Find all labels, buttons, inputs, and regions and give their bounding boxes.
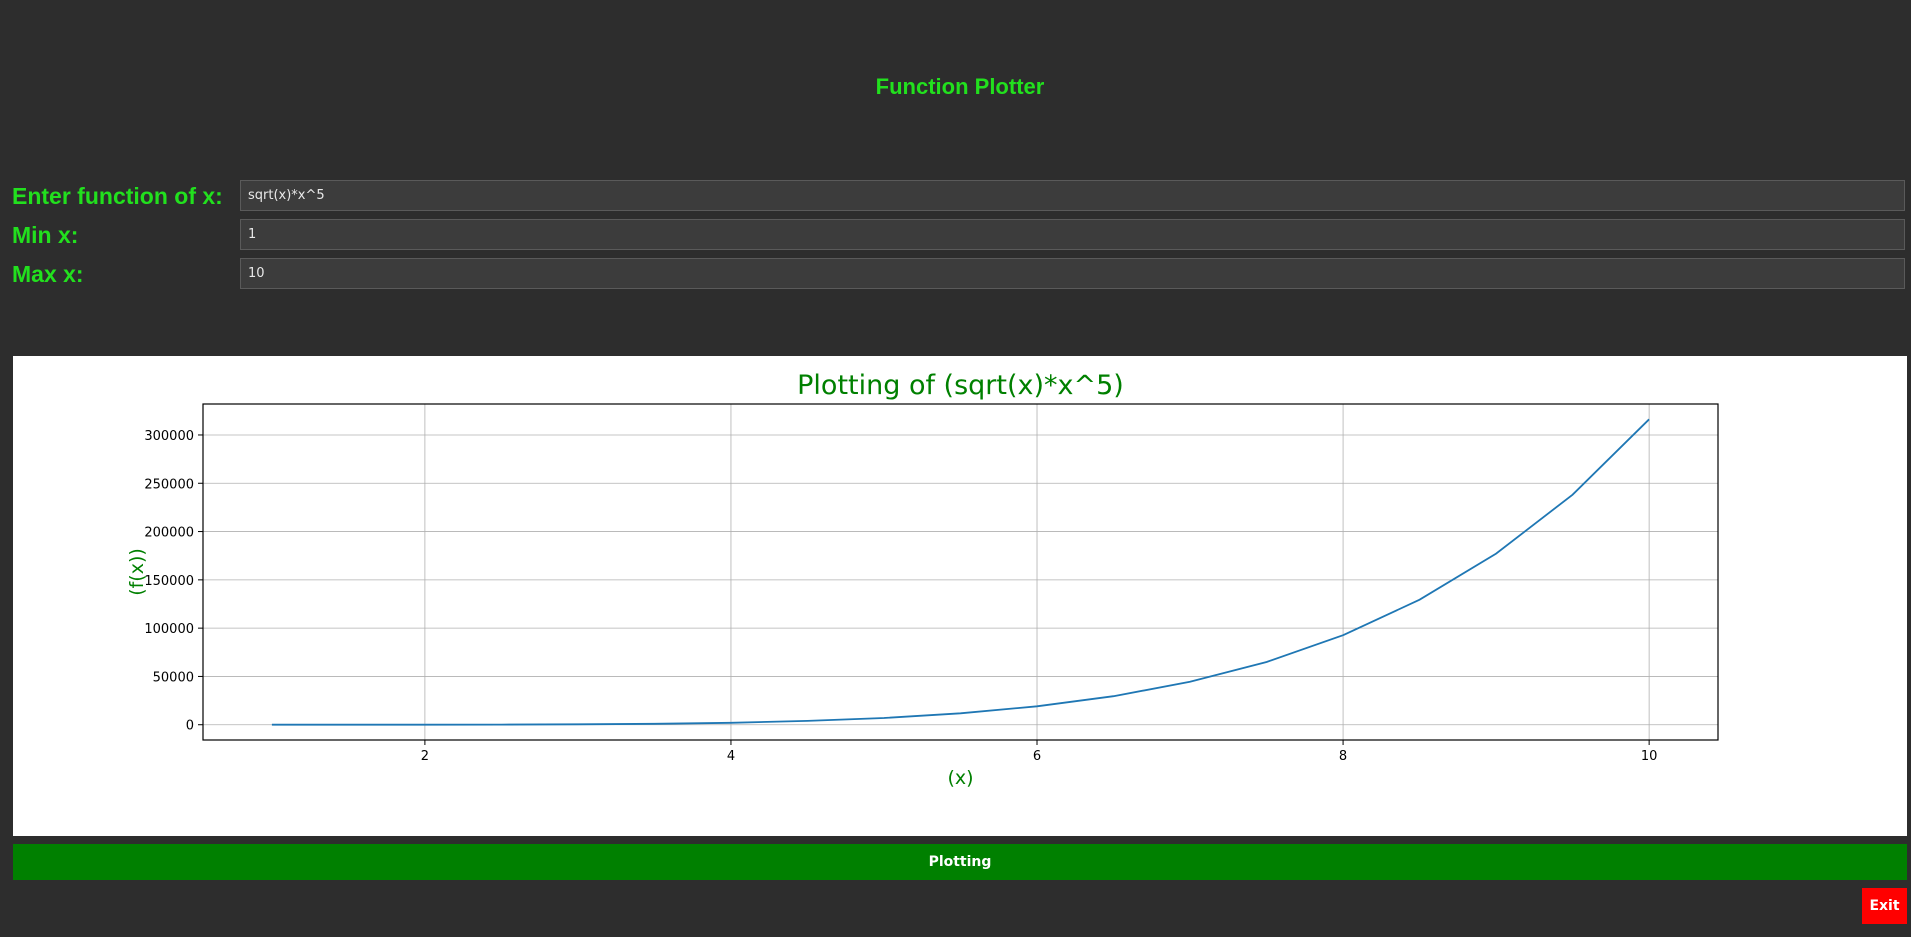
y-tick-label: 250000 (144, 477, 194, 492)
x-axis-label: (x) (947, 767, 973, 789)
y-tick-label: 50000 (153, 670, 194, 685)
app-title: Function Plotter (875, 74, 1045, 99)
min-x-row: Min x: (12, 219, 1908, 251)
chart-svg: 2 4 6 8 10 0 50000 100000 150000 200000 250000 3000… (126, 370, 1719, 789)
function-row: Enter function of x: (12, 180, 1908, 212)
min-x-label: Min x: (12, 222, 79, 248)
function-label: Enter function of x: (12, 183, 223, 209)
y-tick-label: 100000 (144, 622, 194, 637)
y-axis-label: (f(x)) (126, 548, 148, 596)
x-tick-label: 2 (421, 749, 429, 764)
max-x-row: Max x: (12, 258, 1908, 290)
chart-title: Plotting of (sqrt(x)*x^5) (797, 370, 1124, 401)
max-x-input[interactable] (240, 258, 1905, 289)
y-tick-label: 200000 (144, 526, 194, 541)
y-tick-label: 150000 (144, 574, 194, 589)
plot-canvas: 2 4 6 8 10 0 50000 100000 150000 200000 250000 3000… (13, 356, 1907, 836)
plot-button[interactable]: Plotting (13, 844, 1907, 880)
x-tick-label: 8 (1339, 749, 1347, 764)
function-input[interactable] (240, 180, 1905, 211)
exit-button[interactable]: Exit (1862, 888, 1907, 924)
y-tick-label: 0 (186, 719, 194, 734)
series-line (271, 418, 1650, 726)
x-tick-label: 6 (1033, 749, 1041, 764)
y-tick-label: 300000 (144, 429, 194, 444)
x-tick-label: 10 (1641, 749, 1658, 764)
x-tick-label: 4 (727, 749, 735, 764)
plot-frame (202, 403, 1719, 741)
max-x-label: Max x: (12, 261, 84, 287)
min-x-input[interactable] (240, 219, 1905, 250)
